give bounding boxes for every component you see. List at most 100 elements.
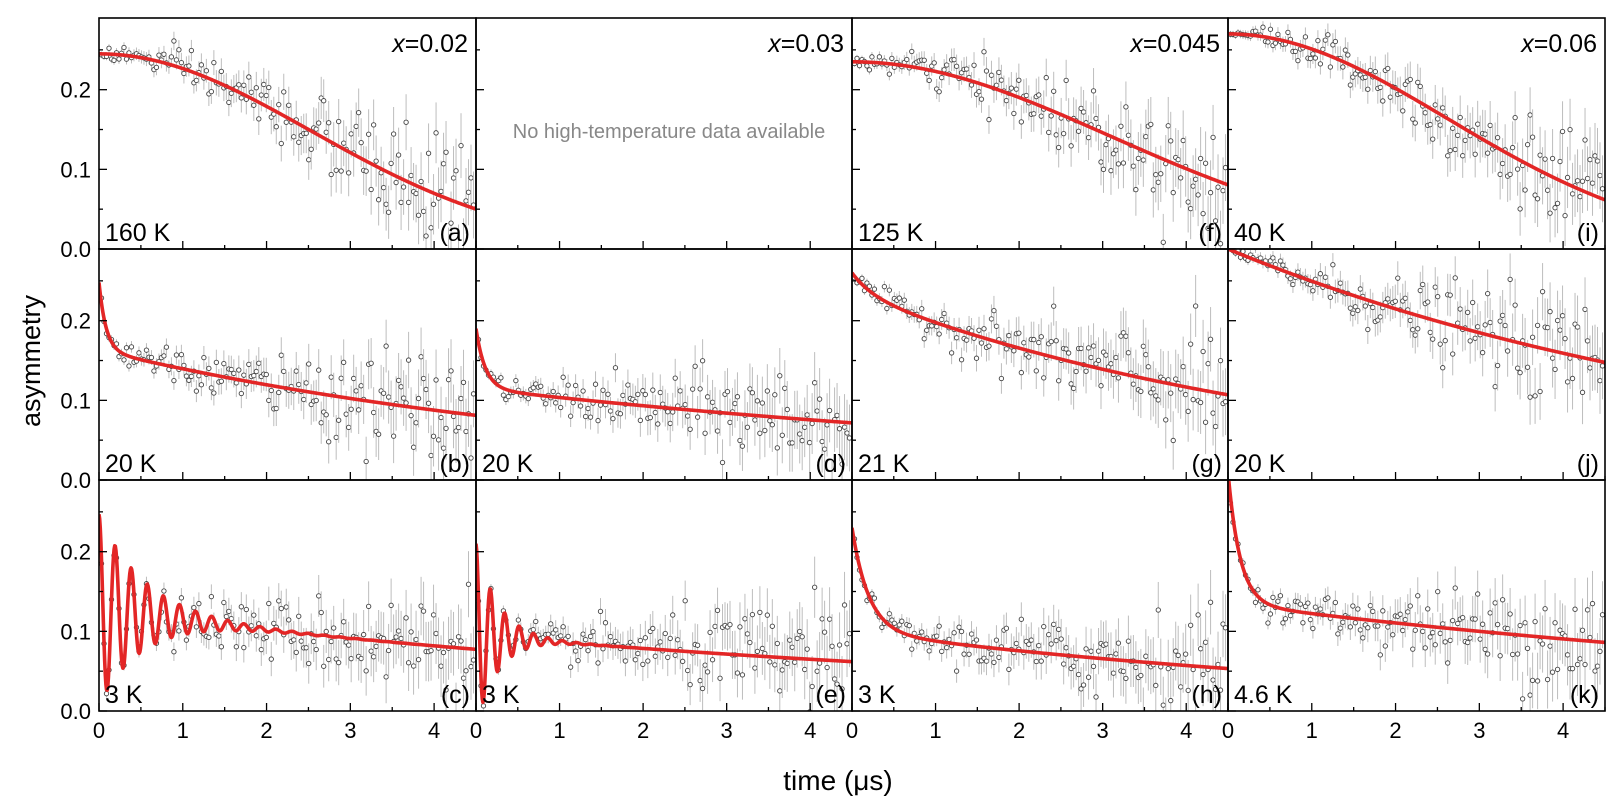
- data-point: [1108, 361, 1114, 367]
- data-point: [577, 403, 584, 409]
- data-point: [545, 631, 551, 637]
- data-point: [1285, 603, 1291, 609]
- data-point: [163, 344, 170, 350]
- y-tick-label: 0.0: [60, 468, 91, 493]
- data-point: [1202, 639, 1209, 645]
- data-point: [1207, 599, 1214, 605]
- data-point: [408, 413, 414, 419]
- data-point: [440, 649, 447, 656]
- data-point: [1185, 199, 1191, 205]
- data-point: [1482, 322, 1488, 328]
- data-point: [321, 98, 327, 104]
- y-tick-label: 0.1: [60, 388, 91, 413]
- data-point: [1377, 84, 1383, 91]
- data-point: [993, 637, 1000, 643]
- temperature-label: 21 K: [858, 450, 910, 478]
- data-point: [258, 92, 264, 98]
- data-point: [1549, 355, 1556, 361]
- data-point: [1041, 623, 1047, 630]
- data-point: [936, 331, 942, 337]
- data-point: [1532, 619, 1538, 625]
- data-point: [238, 390, 244, 397]
- data-point: [1552, 205, 1558, 211]
- data-point: [1507, 276, 1513, 283]
- data-point: [1332, 599, 1339, 606]
- data-point: [450, 413, 457, 420]
- data-point: [253, 633, 259, 639]
- data-point: [772, 392, 778, 398]
- data-series: [1228, 249, 1605, 425]
- data-point: [635, 650, 641, 657]
- panel-label: (g): [1191, 450, 1222, 478]
- x-tick-label: 3: [1473, 718, 1485, 743]
- data-point: [1003, 346, 1010, 352]
- data-point: [380, 184, 387, 191]
- data-point: [380, 390, 387, 396]
- data-point: [368, 360, 374, 366]
- data-point: [667, 420, 673, 427]
- data-point: [1048, 641, 1054, 647]
- data-point: [1312, 604, 1319, 610]
- data-point: [168, 54, 175, 60]
- data-point: [772, 662, 778, 668]
- data-point: [1297, 601, 1304, 607]
- data-point: [622, 658, 629, 664]
- data-point: [590, 628, 596, 635]
- data-point: [1113, 651, 1119, 657]
- data-point: [1065, 350, 1072, 356]
- data-point: [398, 199, 404, 206]
- data-point: [1410, 646, 1416, 652]
- data-point: [567, 664, 574, 670]
- data-point: [1168, 138, 1174, 144]
- data-point: [1173, 376, 1179, 382]
- data-point: [385, 209, 392, 215]
- temperature-label: 4.6 K: [1234, 681, 1293, 709]
- data-point: [1342, 47, 1349, 53]
- data-point: [991, 659, 997, 666]
- data-point: [231, 370, 237, 377]
- data-point: [1537, 152, 1543, 158]
- data-point: [869, 54, 875, 60]
- data-point: [450, 175, 457, 181]
- x-tick-label: 3: [721, 718, 733, 743]
- data-point: [1537, 388, 1543, 395]
- data-point: [291, 134, 297, 140]
- data-point: [1522, 620, 1528, 626]
- data-point: [1482, 131, 1488, 137]
- data-point: [430, 433, 437, 439]
- data-point: [1083, 646, 1089, 652]
- data-point: [171, 38, 177, 44]
- data-point: [580, 631, 586, 637]
- data-point: [642, 635, 648, 641]
- data-point: [934, 633, 940, 639]
- data-point: [802, 666, 808, 673]
- data-point: [1465, 309, 1471, 315]
- data-point: [410, 663, 417, 669]
- data-point: [188, 373, 195, 380]
- data-point: [1327, 64, 1334, 70]
- data-point: [1472, 616, 1478, 622]
- data-point: [812, 380, 818, 386]
- data-point: [680, 658, 686, 664]
- data-point: [388, 602, 394, 608]
- data-point: [1372, 68, 1378, 75]
- data-point: [1574, 178, 1581, 184]
- data-point: [1003, 625, 1010, 631]
- data-point: [370, 122, 377, 128]
- data-point: [807, 439, 813, 446]
- data-point: [1063, 645, 1069, 651]
- data-point: [1155, 607, 1161, 613]
- data-point: [440, 161, 447, 167]
- data-point: [699, 358, 706, 364]
- data-point: [1427, 329, 1433, 336]
- data-point: [1544, 324, 1551, 331]
- data-point: [991, 307, 997, 314]
- data-point: [1564, 174, 1571, 181]
- data-point: [251, 102, 257, 108]
- data-point: [1252, 599, 1259, 606]
- data-point: [1255, 587, 1261, 593]
- data-point: [393, 634, 399, 640]
- data-point: [1075, 671, 1082, 678]
- data-point: [582, 413, 589, 420]
- data-point: [1415, 593, 1421, 599]
